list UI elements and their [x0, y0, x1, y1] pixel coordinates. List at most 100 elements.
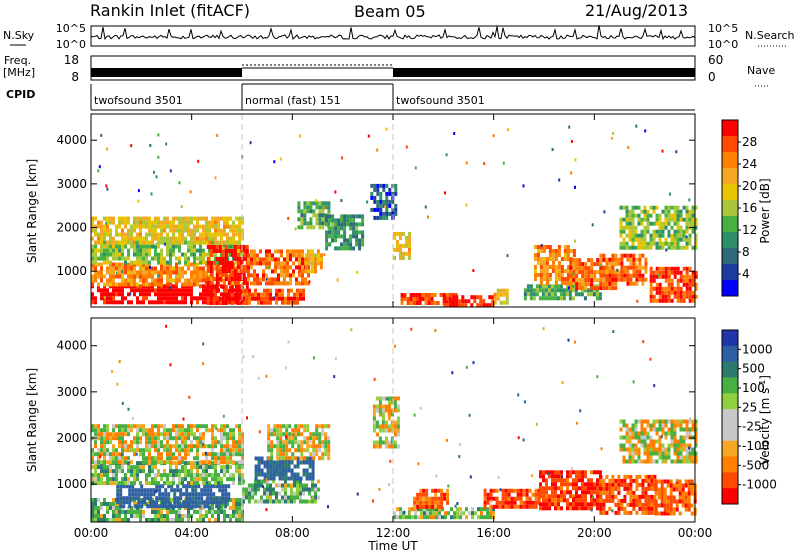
data-cell — [205, 236, 208, 241]
scatter-point — [155, 175, 158, 179]
data-cell — [381, 412, 385, 417]
data-cell — [260, 460, 264, 465]
data-cell — [112, 278, 115, 283]
data-cell — [94, 300, 97, 305]
data-cell — [626, 474, 630, 479]
data-cell — [151, 236, 154, 241]
data-cell — [649, 221, 653, 226]
data-cell — [566, 502, 569, 507]
data-cell — [142, 220, 145, 225]
data-cell — [321, 209, 325, 214]
data-cell — [112, 473, 115, 478]
scatter-point — [454, 504, 457, 508]
data-cell — [133, 270, 136, 275]
data-cell — [349, 218, 353, 223]
data-cell — [638, 482, 642, 487]
data-cell — [415, 297, 419, 301]
data-cell — [229, 274, 232, 279]
data-cell — [91, 220, 94, 225]
data-cell — [379, 199, 383, 204]
data-cell — [269, 495, 272, 500]
data-cell — [272, 476, 276, 481]
data-cell — [229, 300, 232, 305]
data-cell — [280, 269, 283, 274]
data-cell — [275, 483, 278, 488]
data-cell — [265, 273, 268, 278]
data-cell — [112, 448, 115, 453]
data-cell — [172, 300, 175, 305]
data-cell — [175, 518, 178, 522]
data-cell — [106, 506, 109, 510]
data-cell — [275, 292, 278, 297]
data-cell — [151, 282, 154, 287]
data-cell — [190, 278, 193, 283]
data-cell — [305, 487, 308, 492]
data-cell — [432, 511, 435, 516]
data-cell — [682, 439, 686, 444]
data-cell — [100, 436, 103, 441]
data-cell — [394, 211, 398, 216]
data-cell — [205, 456, 208, 461]
data-cell — [691, 278, 695, 283]
data-cell — [664, 221, 668, 226]
data-cell — [641, 253, 645, 258]
data-cell — [393, 404, 397, 409]
data-cell — [419, 504, 423, 509]
data-cell — [390, 444, 394, 449]
data-cell — [224, 484, 228, 489]
data-cell — [622, 459, 626, 464]
data-cell — [209, 496, 213, 501]
data-cell — [112, 452, 115, 457]
data-cell — [557, 498, 560, 503]
data-cell — [324, 205, 328, 210]
data-cell — [581, 282, 585, 287]
data-cell — [190, 216, 193, 221]
data-cell — [233, 245, 237, 249]
data-cell — [280, 253, 283, 258]
data-cell — [542, 257, 546, 261]
data-cell — [551, 257, 555, 261]
scatter-point — [666, 510, 669, 513]
data-cell — [155, 504, 159, 509]
data-cell — [596, 498, 599, 503]
data-cell — [584, 270, 588, 275]
data-cell — [315, 436, 319, 441]
data-cell — [587, 258, 591, 263]
data-cell — [190, 240, 193, 245]
data-cell — [625, 205, 629, 210]
data-cell — [669, 507, 673, 512]
data-cell — [100, 514, 103, 518]
data-cell — [685, 221, 689, 226]
data-cell — [275, 499, 278, 504]
data-cell — [223, 514, 226, 518]
data-cell — [271, 281, 274, 286]
data-cell — [121, 228, 124, 233]
data-cell — [166, 436, 169, 441]
data-cell — [124, 432, 127, 437]
data-cell — [211, 473, 214, 478]
data-cell — [229, 216, 232, 221]
freq-band — [91, 68, 242, 77]
data-cell — [248, 292, 251, 297]
data-cell — [214, 252, 217, 257]
data-cell — [238, 270, 241, 275]
data-cell — [205, 232, 208, 237]
data-cell — [100, 444, 103, 449]
data-cell — [581, 274, 585, 279]
data-cell — [640, 233, 644, 238]
data-cell — [157, 296, 160, 301]
data-cell — [468, 511, 471, 516]
data-cell — [430, 297, 434, 301]
data-cell — [109, 232, 112, 237]
scatter-point — [315, 199, 318, 203]
data-cell — [415, 301, 419, 305]
data-cell — [617, 482, 621, 487]
data-cell — [682, 294, 686, 299]
data-cell — [166, 232, 169, 237]
data-cell — [133, 502, 136, 506]
data-cell — [551, 486, 554, 491]
data-cell — [145, 236, 148, 241]
data-cell — [285, 456, 289, 461]
data-cell — [139, 465, 142, 470]
data-cell — [412, 297, 416, 301]
